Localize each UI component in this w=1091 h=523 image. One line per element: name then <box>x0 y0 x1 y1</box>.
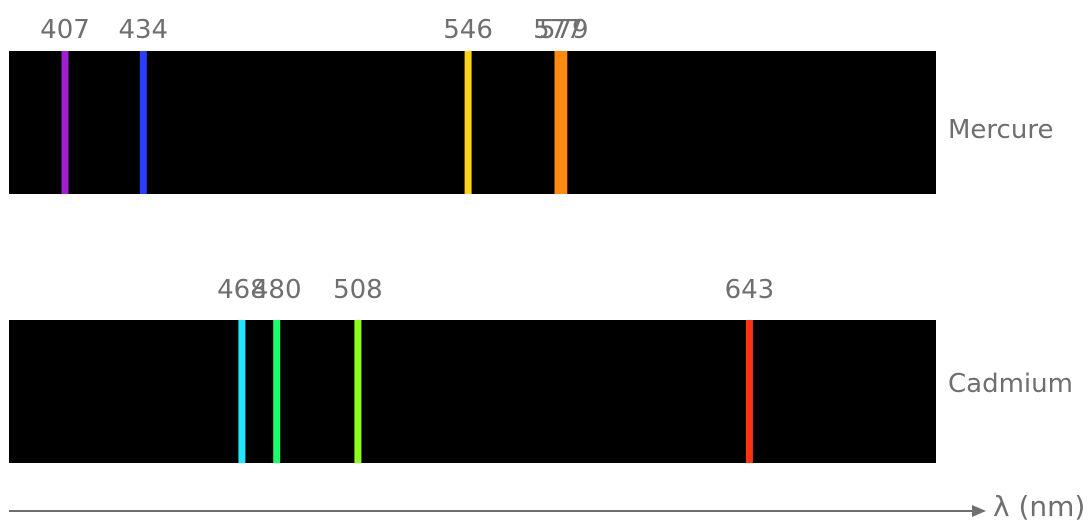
emission-line-mercure-579 <box>560 51 568 194</box>
wavelength-label-cadmium-643: 643 <box>725 275 775 305</box>
element-label-cadmium: Cadmium <box>948 369 1073 399</box>
wavelength-label-cadmium-508: 508 <box>333 275 383 305</box>
emission-lines-mercure <box>61 51 568 194</box>
emission-line-mercure-407 <box>61 51 69 194</box>
emission-line-cadmium-508 <box>354 320 362 463</box>
wavelength-label-mercure-434: 434 <box>118 15 168 45</box>
spectrum-band-mercure <box>9 51 936 194</box>
axis-label: λ (nm) <box>993 490 1085 523</box>
wavelength-label-mercure-579: 579 <box>539 15 589 45</box>
emission-line-cadmium-468 <box>238 320 246 463</box>
emission-line-mercure-546 <box>464 51 472 194</box>
wavelength-label-mercure-407: 407 <box>40 15 90 45</box>
element-label-mercure: Mercure <box>948 115 1053 145</box>
wavelength-label-mercure-546: 546 <box>443 15 493 45</box>
emission-lines-cadmium <box>238 320 753 463</box>
emission-line-mercure-434 <box>139 51 147 194</box>
emission-line-cadmium-480 <box>273 320 281 463</box>
spectrum-band-cadmium <box>9 320 936 463</box>
wavelength-label-cadmium-468: 468 <box>217 275 267 305</box>
wavelength-label-mercure-577: 577 <box>533 15 583 45</box>
wavelength-axis: λ (nm) <box>9 490 1085 523</box>
emission-line-cadmium-643 <box>745 320 753 463</box>
emission-line-mercure-577 <box>554 51 562 194</box>
wavelength-label-cadmium-480: 480 <box>252 275 302 305</box>
